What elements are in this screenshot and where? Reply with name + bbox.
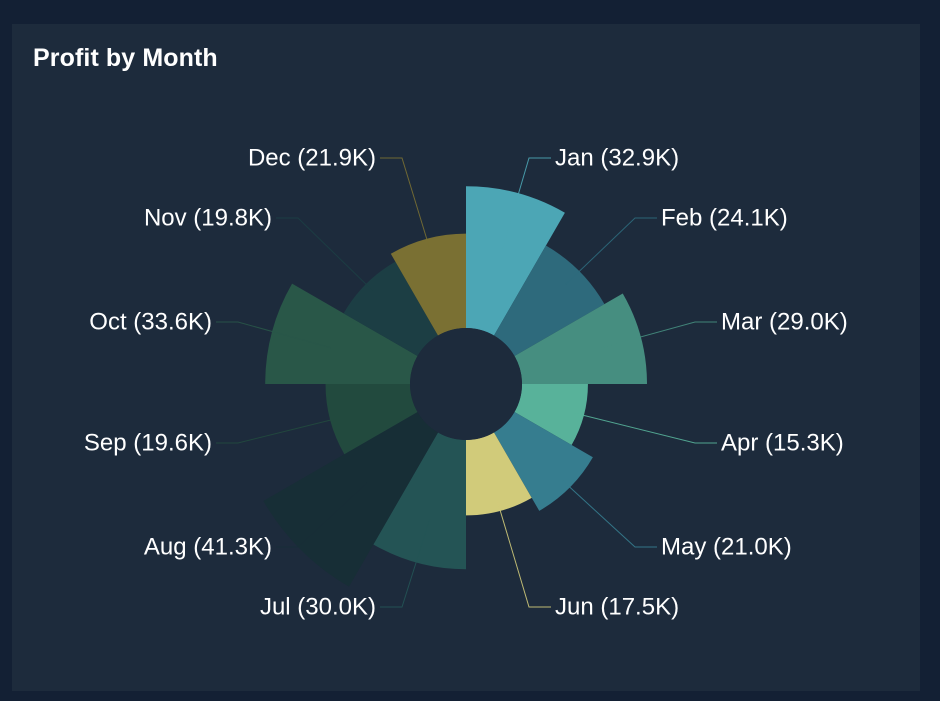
slice-labels: Jan (32.9K) Feb (24.1K) Mar (29.0K) Apr (15… <box>84 145 848 621</box>
label-jul: Jul (30.0K) <box>260 594 376 621</box>
leader-feb <box>564 217 657 286</box>
leader-dec <box>380 157 431 249</box>
label-nov: Nov (19.8K) <box>144 205 272 232</box>
slice-jan[interactable] <box>466 186 565 336</box>
center-hole <box>410 328 522 440</box>
slice-aug[interactable] <box>263 412 438 587</box>
slice-oct[interactable] <box>265 283 418 384</box>
leader-jul <box>380 519 431 608</box>
leader-oct <box>216 321 331 349</box>
leader-sep <box>216 417 341 444</box>
slice-dec[interactable] <box>390 233 466 336</box>
label-sep: Sep (19.6K) <box>84 430 212 457</box>
label-leaders <box>216 157 717 608</box>
leader-jun <box>496 501 551 608</box>
label-dec: Dec (21.9K) <box>248 145 376 172</box>
label-jun: Jun (17.5K) <box>555 594 679 621</box>
slice-apr[interactable] <box>514 384 588 445</box>
leader-jan <box>501 157 551 249</box>
label-aug: Aug (41.3K) <box>144 534 272 561</box>
chart-title: Profit by Month <box>33 44 218 72</box>
label-jan: Jan (32.9K) <box>555 145 679 172</box>
label-feb: Feb (24.1K) <box>661 205 788 232</box>
slice-sep[interactable] <box>325 384 418 455</box>
slice-jul[interactable] <box>373 432 466 570</box>
label-oct: Oct (33.6K) <box>89 309 212 336</box>
label-may: May (21.0K) <box>661 534 792 561</box>
leader-apr <box>574 412 717 444</box>
leader-aug <box>276 482 368 548</box>
leader-may <box>562 480 657 548</box>
leader-mar <box>601 321 717 349</box>
label-apr: Apr (15.3K) <box>721 430 844 457</box>
leader-nov <box>276 217 374 292</box>
label-mar: Mar (29.0K) <box>721 309 848 336</box>
slice-jun[interactable] <box>466 432 532 516</box>
slice-mar[interactable] <box>514 293 647 384</box>
